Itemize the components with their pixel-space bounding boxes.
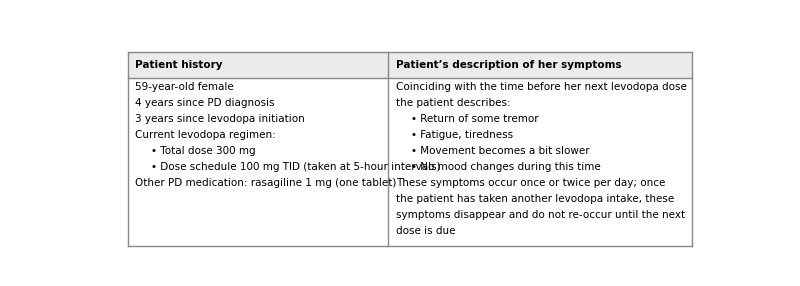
Text: the patient describes:: the patient describes: bbox=[396, 98, 510, 108]
Text: 4 years since PD diagnosis: 4 years since PD diagnosis bbox=[135, 98, 275, 108]
Text: Patient’s description of her symptoms: Patient’s description of her symptoms bbox=[396, 60, 622, 70]
Text: 3 years since levodopa initiation: 3 years since levodopa initiation bbox=[135, 114, 305, 124]
Text: • Total dose 300 mg: • Total dose 300 mg bbox=[151, 146, 255, 156]
Text: Coinciding with the time before her next levodopa dose: Coinciding with the time before her next… bbox=[396, 82, 686, 92]
Text: Current levodopa regimen:: Current levodopa regimen: bbox=[135, 130, 276, 140]
Text: dose is due: dose is due bbox=[396, 226, 455, 236]
Bar bbox=[128, 78, 692, 246]
Text: symptoms disappear and do not re-occur until the next: symptoms disappear and do not re-occur u… bbox=[396, 210, 685, 220]
Bar bbox=[388, 52, 692, 78]
Text: • Return of some tremor: • Return of some tremor bbox=[411, 114, 539, 124]
Text: the patient has taken another levodopa intake, these: the patient has taken another levodopa i… bbox=[396, 194, 674, 204]
Text: • Movement becomes a bit slower: • Movement becomes a bit slower bbox=[411, 146, 590, 156]
Text: Other PD medication: rasagiline 1 mg (one tablet): Other PD medication: rasagiline 1 mg (on… bbox=[135, 178, 397, 188]
Text: These symptoms occur once or twice per day; once: These symptoms occur once or twice per d… bbox=[396, 178, 665, 188]
Text: 59-year-old female: 59-year-old female bbox=[135, 82, 234, 92]
Text: Patient history: Patient history bbox=[135, 60, 223, 70]
Bar bbox=[128, 52, 388, 78]
Text: • Fatigue, tiredness: • Fatigue, tiredness bbox=[411, 130, 514, 140]
Text: • Dose schedule 100 mg TID (taken at 5-hour intervals): • Dose schedule 100 mg TID (taken at 5-h… bbox=[151, 162, 441, 172]
Text: • No mood changes during this time: • No mood changes during this time bbox=[411, 162, 601, 172]
